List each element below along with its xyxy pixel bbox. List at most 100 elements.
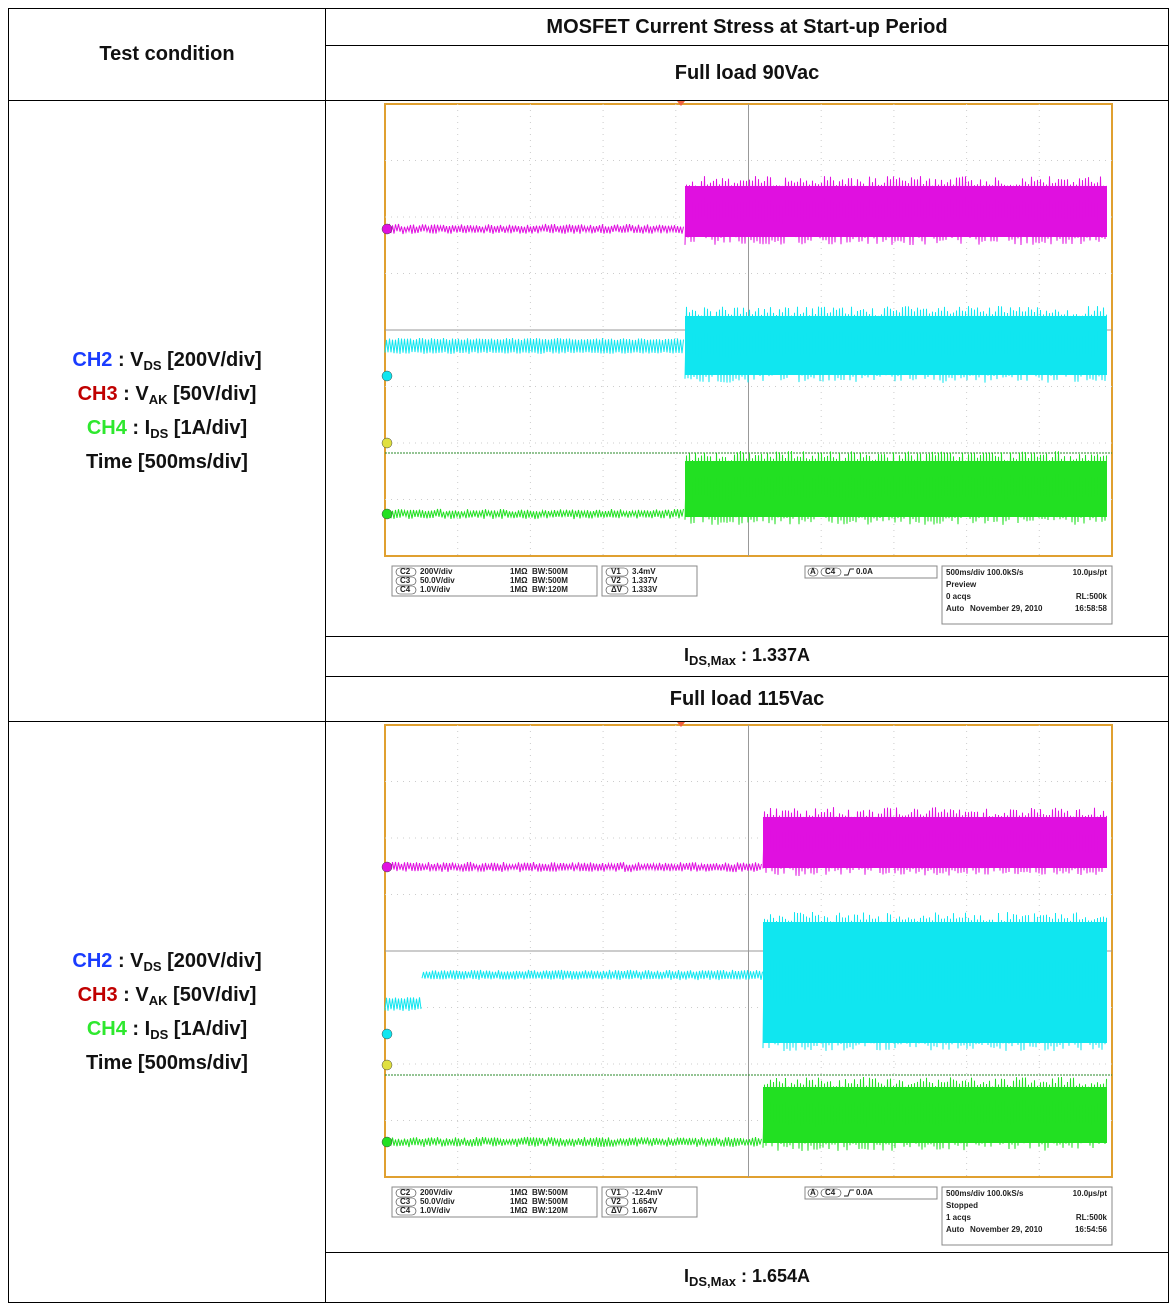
trigger-source: C4 (825, 567, 836, 576)
scale: [1A/div] (168, 417, 247, 439)
quantity-sub: DS (144, 959, 162, 974)
channel-scale: 50.0V/div (420, 576, 455, 585)
channel-marker (382, 509, 392, 519)
scale: [50V/div] (168, 383, 257, 405)
channel-condition: CH4 : IDS [1A/div] (9, 1018, 325, 1042)
cursor-id: ΔV (611, 1206, 623, 1215)
timebase-scale: 500ms/div 100.0kS/s (946, 1189, 1024, 1198)
channel-bw: BW:500M (532, 1197, 568, 1206)
separator: : (112, 950, 130, 972)
results-table: Test condition MOSFET Current Stress at … (8, 8, 1169, 1303)
capture-time: 16:54:56 (1074, 1225, 1107, 1234)
channel-input: 1MΩ (510, 585, 528, 594)
load-cell: Full load 115Vac (326, 677, 1169, 722)
cursor-value: 1.333V (632, 585, 658, 594)
result-cell: IDS,Max : 1.654A (326, 1253, 1169, 1303)
channel-input: 1MΩ (510, 1206, 528, 1215)
channel-condition: CH3 : VAK [50V/div] (9, 383, 325, 407)
quantity: V (130, 950, 143, 972)
channel-name: CH2 (72, 950, 112, 972)
channel-id: C2 (400, 1188, 411, 1197)
trigger-mode: A (810, 1188, 816, 1197)
acq-state: Preview (946, 580, 977, 589)
channel-condition: CH2 : VDS [200V/div] (9, 349, 325, 373)
result-sub: DS,Max (689, 653, 736, 668)
separator: : (127, 417, 145, 439)
header-title: MOSFET Current Stress at Start-up Period (546, 16, 947, 38)
scale: [200V/div] (162, 950, 262, 972)
channel-scale: 1.0V/div (420, 1206, 451, 1215)
channel-name: CH3 (78, 984, 118, 1006)
channel-input: 1MΩ (510, 567, 528, 576)
trigger-level: 0.0A (856, 567, 873, 576)
trigger-run: Auto (946, 1225, 964, 1234)
timebase-rate: 10.0µs/pt (1072, 1189, 1107, 1198)
load-label: Full load 90Vac (675, 62, 820, 84)
acq-count: 0 acqs (946, 592, 971, 601)
capture-time: 16:58:58 (1074, 604, 1107, 613)
load-cell: Full load 90Vac (326, 46, 1169, 101)
header-condition: Test condition (99, 43, 234, 65)
scope-cell: C2200V/div1MΩBW:500MC350.0V/div1MΩBW:500… (326, 101, 1169, 637)
channel-bw: BW:120M (532, 585, 568, 594)
capture-date: November 29, 2010 (970, 1225, 1043, 1234)
time-condition: Time [500ms/div] (9, 451, 325, 474)
time-scale: Time [500ms/div] (86, 1052, 248, 1074)
channel-condition: CH3 : VAK [50V/div] (9, 984, 325, 1008)
condition-cell: CH2 : VDS [200V/div]CH3 : VAK [50V/div]C… (9, 101, 326, 722)
cursor-value: 3.4mV (632, 567, 656, 576)
cursor-id: V1 (611, 1188, 621, 1197)
timebase-scale: 500ms/div 100.0kS/s (946, 568, 1024, 577)
cursor-value: -12.4mV (632, 1188, 663, 1197)
quantity-sub: DS (150, 1027, 168, 1042)
channel-id: C3 (400, 576, 411, 585)
cursor-id: ΔV (611, 585, 623, 594)
scale: [1A/div] (168, 1018, 247, 1040)
channel-input: 1MΩ (510, 1188, 528, 1197)
quantity-sub: DS (144, 358, 162, 373)
separator: : (112, 349, 130, 371)
record-length: RL:500k (1075, 592, 1107, 601)
channel-condition: CH2 : VDS [200V/div] (9, 950, 325, 974)
cursor-value: 1.654V (632, 1197, 658, 1206)
channel-name: CH4 (87, 1018, 127, 1040)
channel-id: C3 (400, 1197, 411, 1206)
channel-name: CH2 (72, 349, 112, 371)
result-value: : 1.337A (736, 645, 810, 665)
separator: : (118, 383, 136, 405)
condition-cell: CH2 : VDS [200V/div]CH3 : VAK [50V/div]C… (9, 722, 326, 1303)
channel-marker (382, 438, 392, 448)
channel-name: CH3 (78, 383, 118, 405)
scale: [200V/div] (162, 349, 262, 371)
quantity-sub: AK (149, 392, 168, 407)
channel-bw: BW:500M (532, 576, 568, 585)
channel-marker (382, 1029, 392, 1039)
cursor-id: V2 (611, 576, 621, 585)
channel-scale: 200V/div (420, 567, 453, 576)
channel-id: C4 (400, 585, 411, 594)
cursor-id: V1 (611, 567, 621, 576)
channel-marker (382, 1060, 392, 1070)
separator: : (118, 984, 136, 1006)
channel-input: 1MΩ (510, 576, 528, 585)
cursor-value: 1.667V (632, 1206, 658, 1215)
result-cell: IDS,Max : 1.337A (326, 637, 1169, 677)
quantity-sub: DS (150, 426, 168, 441)
channel-condition: CH4 : IDS [1A/div] (9, 417, 325, 441)
quantity-sub: AK (149, 993, 168, 1008)
channel-scale: 1.0V/div (420, 585, 451, 594)
load-label: Full load 115Vac (670, 688, 825, 710)
result-sub: DS,Max (689, 1274, 736, 1289)
channel-name: CH4 (87, 417, 127, 439)
channel-id: C2 (400, 567, 411, 576)
channel-bw: BW:500M (532, 1188, 568, 1197)
trigger-level: 0.0A (856, 1188, 873, 1197)
quantity: V (130, 349, 143, 371)
trigger-source: C4 (825, 1188, 836, 1197)
timebase-rate: 10.0µs/pt (1072, 568, 1107, 577)
channel-scale: 200V/div (420, 1188, 453, 1197)
acq-state: Stopped (946, 1201, 978, 1210)
acq-count: 1 acqs (946, 1213, 971, 1222)
result-value: : 1.654A (736, 1266, 810, 1286)
